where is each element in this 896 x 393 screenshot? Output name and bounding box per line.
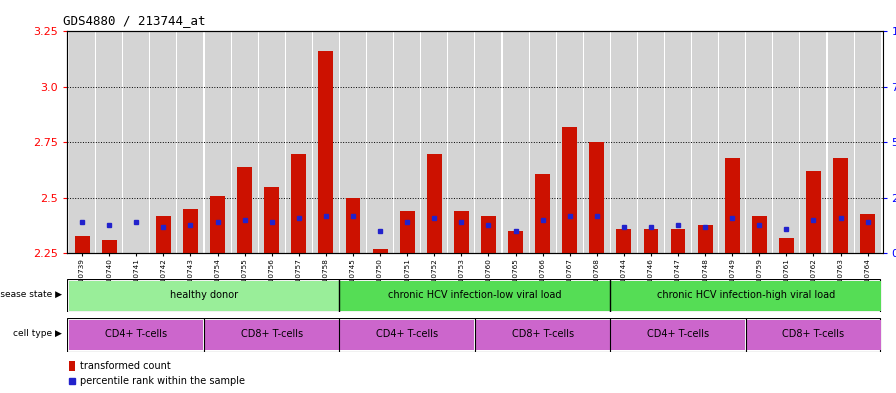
Bar: [773, 31, 799, 253]
Bar: [454, 211, 469, 253]
Text: CD4+ T-cells: CD4+ T-cells: [647, 329, 709, 340]
Bar: [237, 167, 252, 253]
Bar: [860, 213, 875, 253]
Bar: [151, 31, 177, 253]
Bar: [752, 216, 767, 253]
Text: disease state ▶: disease state ▶: [0, 290, 62, 299]
Text: CD8+ T-cells: CD8+ T-cells: [782, 329, 845, 340]
Bar: [400, 211, 415, 253]
Bar: [611, 281, 881, 311]
Text: healthy donor: healthy donor: [170, 290, 238, 300]
Bar: [508, 231, 523, 253]
Bar: [448, 31, 474, 253]
Bar: [74, 236, 90, 253]
Text: CD8+ T-cells: CD8+ T-cells: [512, 329, 573, 340]
Bar: [69, 320, 203, 350]
Bar: [643, 229, 659, 253]
Bar: [204, 31, 230, 253]
Bar: [556, 31, 582, 253]
Bar: [286, 31, 312, 253]
Text: cell type ▶: cell type ▶: [13, 329, 62, 338]
Bar: [340, 320, 474, 350]
Bar: [833, 158, 848, 253]
Bar: [590, 143, 604, 253]
Bar: [69, 31, 95, 253]
Bar: [183, 209, 198, 253]
Bar: [318, 51, 333, 253]
Bar: [611, 31, 637, 253]
Bar: [69, 362, 75, 371]
Bar: [530, 31, 556, 253]
Bar: [481, 216, 495, 253]
Bar: [665, 31, 691, 253]
Bar: [124, 31, 150, 253]
Bar: [611, 320, 745, 350]
Bar: [346, 198, 360, 253]
Text: percentile rank within the sample: percentile rank within the sample: [80, 376, 245, 386]
Bar: [259, 31, 285, 253]
Text: chronic HCV infection-low viral load: chronic HCV infection-low viral load: [388, 290, 562, 300]
Bar: [129, 253, 143, 256]
Text: GDS4880 / 213744_at: GDS4880 / 213744_at: [63, 14, 205, 27]
Bar: [394, 31, 420, 253]
Bar: [367, 31, 393, 253]
Bar: [340, 31, 366, 253]
Bar: [96, 31, 122, 253]
Bar: [535, 174, 550, 253]
Bar: [698, 225, 712, 253]
Bar: [373, 249, 387, 253]
Bar: [725, 158, 740, 253]
Bar: [670, 229, 685, 253]
Text: chronic HCV infection-high viral load: chronic HCV infection-high viral load: [657, 290, 835, 300]
Bar: [719, 31, 745, 253]
Bar: [102, 240, 116, 253]
Text: CD4+ T-cells: CD4+ T-cells: [376, 329, 438, 340]
Bar: [616, 229, 632, 253]
Bar: [746, 31, 772, 253]
Bar: [313, 31, 339, 253]
Text: CD4+ T-cells: CD4+ T-cells: [105, 329, 168, 340]
Text: CD8+ T-cells: CD8+ T-cells: [241, 329, 303, 340]
Bar: [692, 31, 718, 253]
Bar: [476, 320, 610, 350]
Bar: [340, 281, 610, 311]
Bar: [638, 31, 664, 253]
Bar: [562, 127, 577, 253]
Bar: [503, 31, 529, 253]
Text: transformed count: transformed count: [80, 361, 170, 371]
Bar: [426, 154, 442, 253]
Bar: [855, 31, 881, 253]
Bar: [69, 281, 339, 311]
Bar: [232, 31, 258, 253]
Bar: [828, 31, 854, 253]
Bar: [476, 31, 502, 253]
Bar: [806, 171, 821, 253]
Bar: [584, 31, 610, 253]
Bar: [264, 187, 280, 253]
Bar: [800, 31, 826, 253]
Bar: [177, 31, 203, 253]
Bar: [746, 320, 881, 350]
Bar: [204, 320, 339, 350]
Bar: [156, 216, 171, 253]
Bar: [779, 238, 794, 253]
Bar: [421, 31, 447, 253]
Bar: [210, 196, 225, 253]
Bar: [291, 154, 306, 253]
